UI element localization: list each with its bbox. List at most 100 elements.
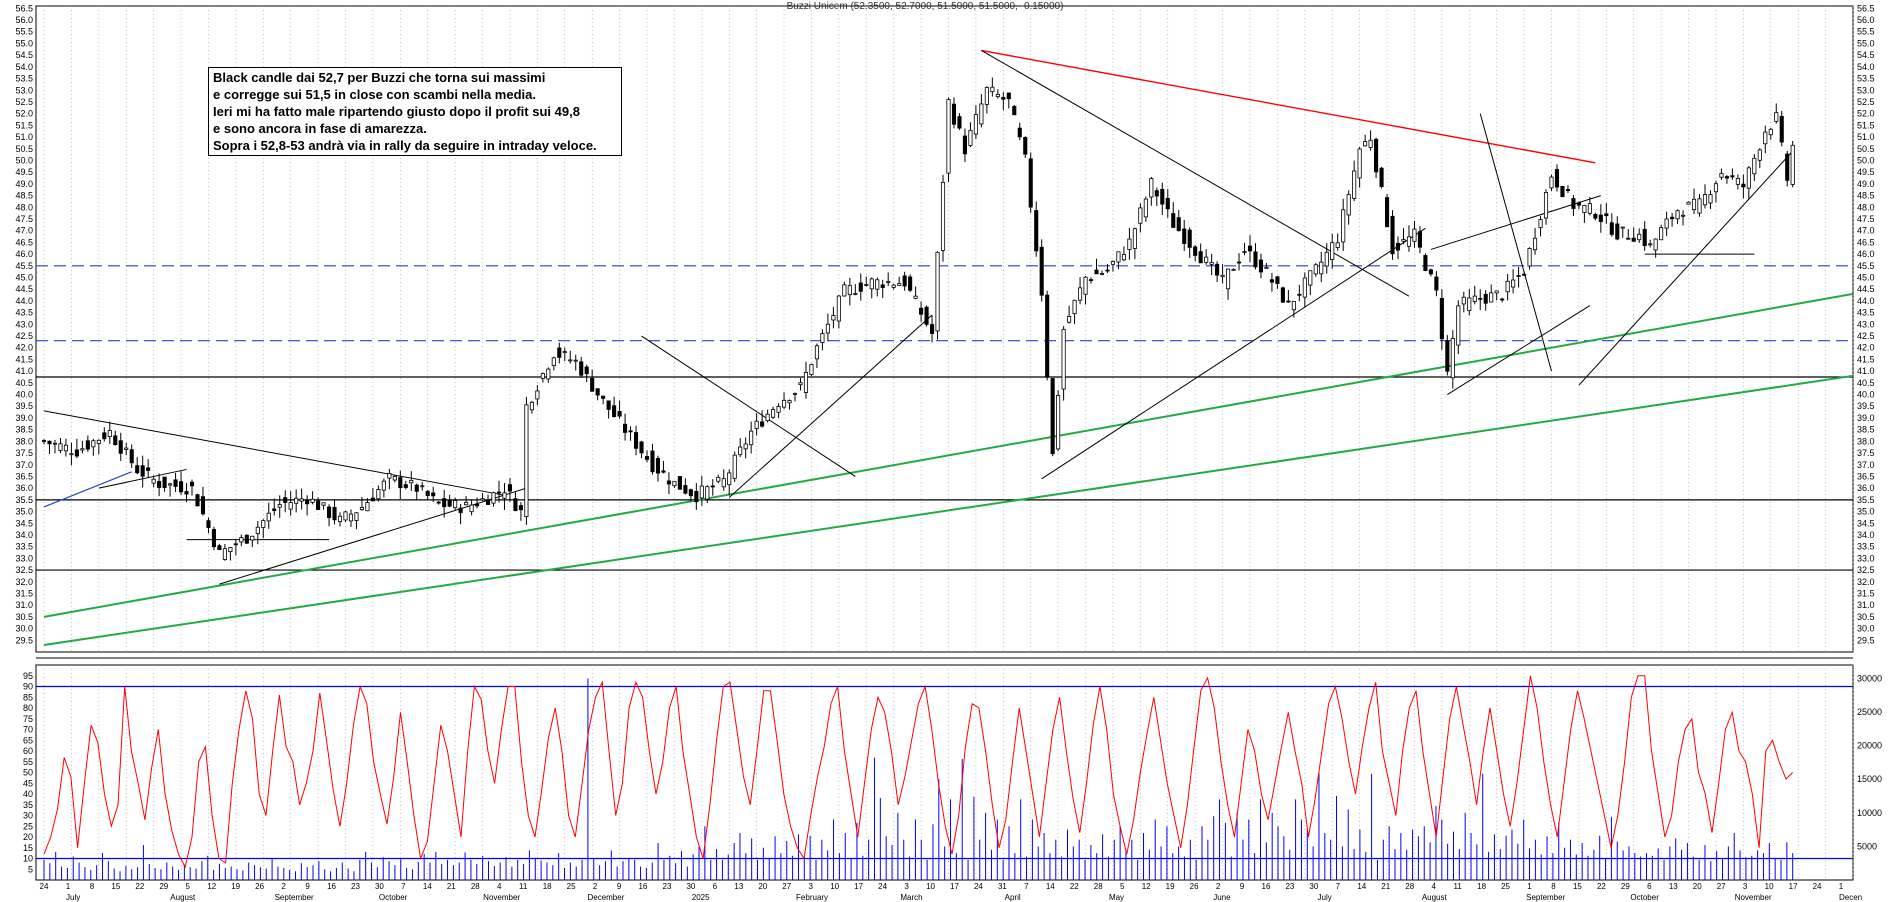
oscillator-tick: 20 — [23, 832, 33, 842]
price-tick-right: 33.5 — [1857, 542, 1875, 552]
candle-body — [1067, 316, 1072, 323]
candle-body — [601, 395, 606, 399]
price-tick-left: 35.0 — [15, 507, 33, 517]
candle-body — [1708, 194, 1713, 204]
candle-body — [573, 359, 578, 362]
x-tick-label: 13 — [734, 882, 743, 891]
x-tick-label: 1 — [1839, 882, 1844, 891]
candle-body — [348, 513, 354, 522]
candle-body — [1121, 254, 1126, 261]
candle-body — [1116, 251, 1121, 263]
candle-body — [464, 502, 469, 506]
candle-body — [1511, 279, 1516, 288]
x-tick-label: 2 — [1216, 882, 1221, 891]
candle-body — [825, 323, 830, 334]
candle-body — [129, 449, 134, 464]
candle-body — [206, 520, 211, 528]
candle-body — [562, 351, 567, 354]
candle-body — [924, 306, 929, 325]
candle-body — [337, 515, 343, 522]
price-tick-left: 47.5 — [15, 214, 33, 224]
candle-body — [1346, 194, 1351, 216]
candle-body — [1094, 269, 1099, 275]
price-tick-left: 32.5 — [15, 565, 33, 575]
x-tick-label: 13 — [1669, 882, 1678, 891]
candle-body — [365, 502, 370, 512]
candle-body — [1461, 296, 1466, 305]
candle-body — [1423, 255, 1428, 271]
price-tick-left: 43.5 — [15, 308, 33, 318]
candle-body — [902, 275, 907, 287]
trendline-black — [1447, 305, 1591, 395]
x-month-label: December — [587, 893, 624, 902]
candle-body — [1286, 300, 1291, 303]
price-tick-right: 55.5 — [1857, 27, 1875, 37]
candle-body — [1023, 136, 1028, 155]
price-tick-right: 56.5 — [1857, 3, 1875, 13]
x-tick-label: 30 — [1309, 882, 1318, 891]
candle-body — [1434, 276, 1439, 291]
annotation-line-5: Sopra i 52,8-53 andrà via in rally da se… — [213, 138, 597, 153]
candle-body — [1324, 251, 1329, 267]
candle-body — [557, 347, 562, 358]
price-tick-left: 53.5 — [15, 74, 33, 84]
price-tick-right: 34.0 — [1857, 530, 1875, 540]
candle-body — [1165, 197, 1170, 210]
price-tick-left: 41.5 — [15, 354, 33, 364]
candle-body — [639, 441, 644, 454]
price-tick-right: 52.0 — [1857, 109, 1875, 119]
candle-body — [458, 507, 463, 514]
price-tick-left: 34.0 — [15, 530, 33, 540]
candle-body — [1467, 297, 1472, 312]
candle-body — [96, 439, 101, 444]
price-tick-left: 36.0 — [15, 483, 33, 493]
candle-body — [897, 283, 902, 286]
oscillator-tick: 15 — [23, 843, 33, 853]
candle-body — [1587, 203, 1592, 214]
candle-body — [792, 393, 798, 395]
candle-body — [1028, 158, 1033, 208]
candle-body — [1226, 268, 1231, 290]
candle-body — [820, 333, 825, 343]
trendline-black — [1479, 113, 1552, 372]
candle-body — [1001, 96, 1006, 100]
price-tick-right: 36.5 — [1857, 471, 1875, 481]
price-tick-left: 39.5 — [15, 401, 33, 411]
candle-body — [425, 490, 430, 496]
price-tick-right: 41.5 — [1857, 354, 1875, 364]
candle-body — [1522, 273, 1527, 276]
x-month-label: November — [483, 893, 520, 902]
candle-body — [1088, 279, 1094, 282]
candle-body — [1149, 178, 1154, 198]
price-tick-right: 48.5 — [1857, 191, 1875, 201]
candle-body — [595, 388, 600, 396]
x-tick-label: 14 — [1357, 882, 1366, 891]
candle-body — [688, 489, 693, 497]
price-tick-right: 54.0 — [1857, 62, 1875, 72]
x-tick-label: 6 — [713, 882, 718, 891]
candle-body — [299, 498, 304, 502]
x-tick-label: 28 — [1094, 882, 1103, 891]
candle-body — [491, 492, 496, 504]
x-tick-label: 26 — [1190, 882, 1199, 891]
price-tick-left: 36.5 — [15, 471, 33, 481]
candle-body — [754, 420, 759, 429]
candle-body — [266, 512, 271, 522]
price-tick-right: 34.5 — [1857, 518, 1875, 528]
candle-body — [940, 181, 946, 251]
candle-body — [52, 442, 58, 445]
candle-body — [568, 359, 573, 362]
candle-body — [200, 496, 206, 515]
candle-body — [1280, 287, 1285, 303]
candle-body — [584, 366, 589, 375]
candle-body — [908, 276, 913, 291]
candle-body — [431, 492, 436, 497]
candle-body — [661, 470, 666, 473]
candle-body — [74, 449, 79, 457]
x-tick-label: 15 — [1573, 882, 1582, 891]
price-tick-left: 32.0 — [15, 577, 33, 587]
x-tick-label: 25 — [567, 882, 576, 891]
candle-body — [1604, 213, 1609, 217]
candle-body — [1543, 192, 1549, 219]
